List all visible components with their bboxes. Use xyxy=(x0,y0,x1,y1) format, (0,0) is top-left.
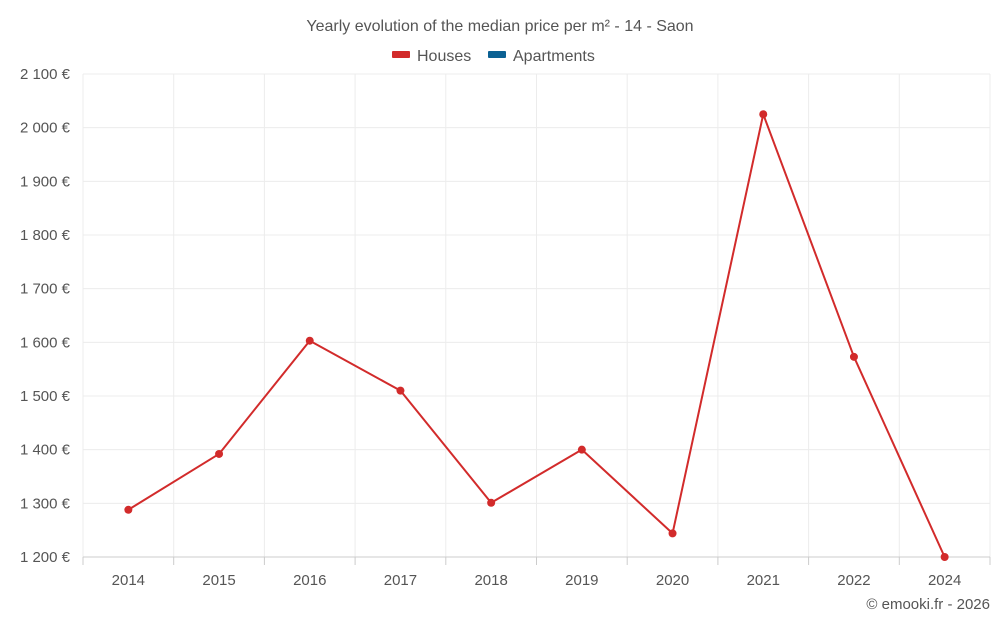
legend-item-houses[interactable]: Houses xyxy=(392,48,471,65)
data-point[interactable] xyxy=(487,498,496,507)
data-point[interactable] xyxy=(668,529,677,538)
grid xyxy=(82,73,991,558)
x-tick-label: 2015 xyxy=(202,572,235,589)
y-tick-label: 1 800 € xyxy=(20,227,71,244)
y-tick-label: 1 200 € xyxy=(20,549,71,566)
x-tick-label: 2024 xyxy=(928,572,961,589)
x-tick-label: 2017 xyxy=(384,572,417,589)
data-point[interactable] xyxy=(215,449,224,458)
y-tick-label: 1 500 € xyxy=(20,388,71,405)
data-point[interactable] xyxy=(759,110,768,119)
y-axis-ticks: 1 200 € 1 300 € 1 400 € 1 500 € 1 600 € 1 700… xyxy=(20,66,71,566)
legend-item-apartments[interactable]: Apartments xyxy=(488,48,595,65)
y-tick-label: 1 700 € xyxy=(20,281,71,298)
legend-label-apartments: Apartments xyxy=(513,48,595,65)
data-point[interactable] xyxy=(940,553,949,561)
legend-swatch-houses xyxy=(392,51,410,58)
data-point[interactable] xyxy=(124,505,133,514)
legend-label-houses: Houses xyxy=(417,48,471,65)
data-point[interactable] xyxy=(577,445,586,454)
legend-swatch-apartments xyxy=(488,51,506,58)
x-tick-label: 2014 xyxy=(112,572,145,589)
series-line-houses xyxy=(127,113,946,558)
y-tick-label: 1 600 € xyxy=(20,334,71,351)
series-houses xyxy=(124,110,949,561)
y-tick-label: 1 400 € xyxy=(20,442,71,459)
legend: Houses Apartments xyxy=(392,48,595,65)
x-tick-label: 2016 xyxy=(293,572,326,589)
y-tick-label: 2 000 € xyxy=(20,120,71,137)
x-tick-label: 2018 xyxy=(474,572,507,589)
y-tick-label: 1 300 € xyxy=(20,495,71,512)
x-tick-label: 2019 xyxy=(565,572,598,589)
y-tick-label: 2 100 € xyxy=(20,66,71,83)
data-point[interactable] xyxy=(849,352,858,361)
x-tick-label: 2020 xyxy=(656,572,689,589)
data-point[interactable] xyxy=(305,336,314,345)
x-axis-ticks: 2014 2015 2016 2017 2018 2019 2020 2021 2022 2024 xyxy=(82,557,991,589)
y-tick-label: 1 900 € xyxy=(20,173,71,190)
x-tick-label: 2021 xyxy=(747,572,780,589)
x-tick-label: 2022 xyxy=(837,572,870,589)
chart-credit: © emooki.fr - 2026 xyxy=(866,596,990,613)
data-point[interactable] xyxy=(396,386,405,395)
chart-title: Yearly evolution of the median price per… xyxy=(306,18,693,35)
